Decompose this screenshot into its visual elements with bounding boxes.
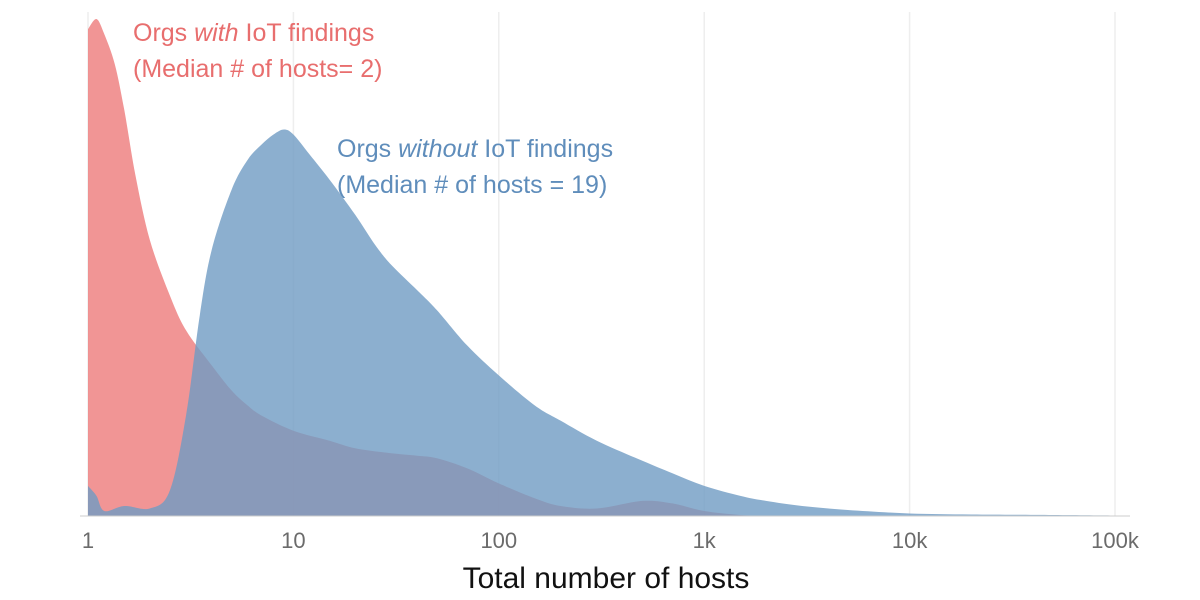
x-tick-label: 10k [892,528,928,553]
series-label-part: with [194,19,238,47]
series-annotations: Orgs with IoT findings (Median # of hosts… [133,19,613,199]
x-tick-label: 100 [480,528,517,553]
x-tick-label: 1k [693,528,717,553]
x-axis-title: Total number of hosts [463,562,750,595]
x-tick-label: 1 [82,528,94,553]
series-label-part: Orgs [133,19,194,47]
x-tick-labels: 1 10 100 1k 10k 100k [82,528,1140,553]
series-label-part: (Median # of hosts= 2) [133,55,382,83]
series-label-part: (Median # of hosts = 19) [337,171,607,199]
series-label-without-iot: (Median # of hosts = 19) [337,171,607,199]
x-tick-label: 10 [281,528,305,553]
series-label-part: IoT findings [239,19,375,47]
series-label-part: Orgs [337,135,398,163]
series-label-with-iot: Orgs with IoT findings [133,19,374,47]
density-area-without-iot [88,129,1115,516]
series-label-part: without [398,135,478,163]
series-label-without-iot: Orgs without IoT findings [337,135,613,163]
x-tick-label: 100k [1091,528,1140,553]
series-label-with-iot: (Median # of hosts= 2) [133,55,382,83]
series-label-part: IoT findings [477,135,613,163]
density-areas [88,18,1115,517]
density-area-with-iot [88,18,766,517]
